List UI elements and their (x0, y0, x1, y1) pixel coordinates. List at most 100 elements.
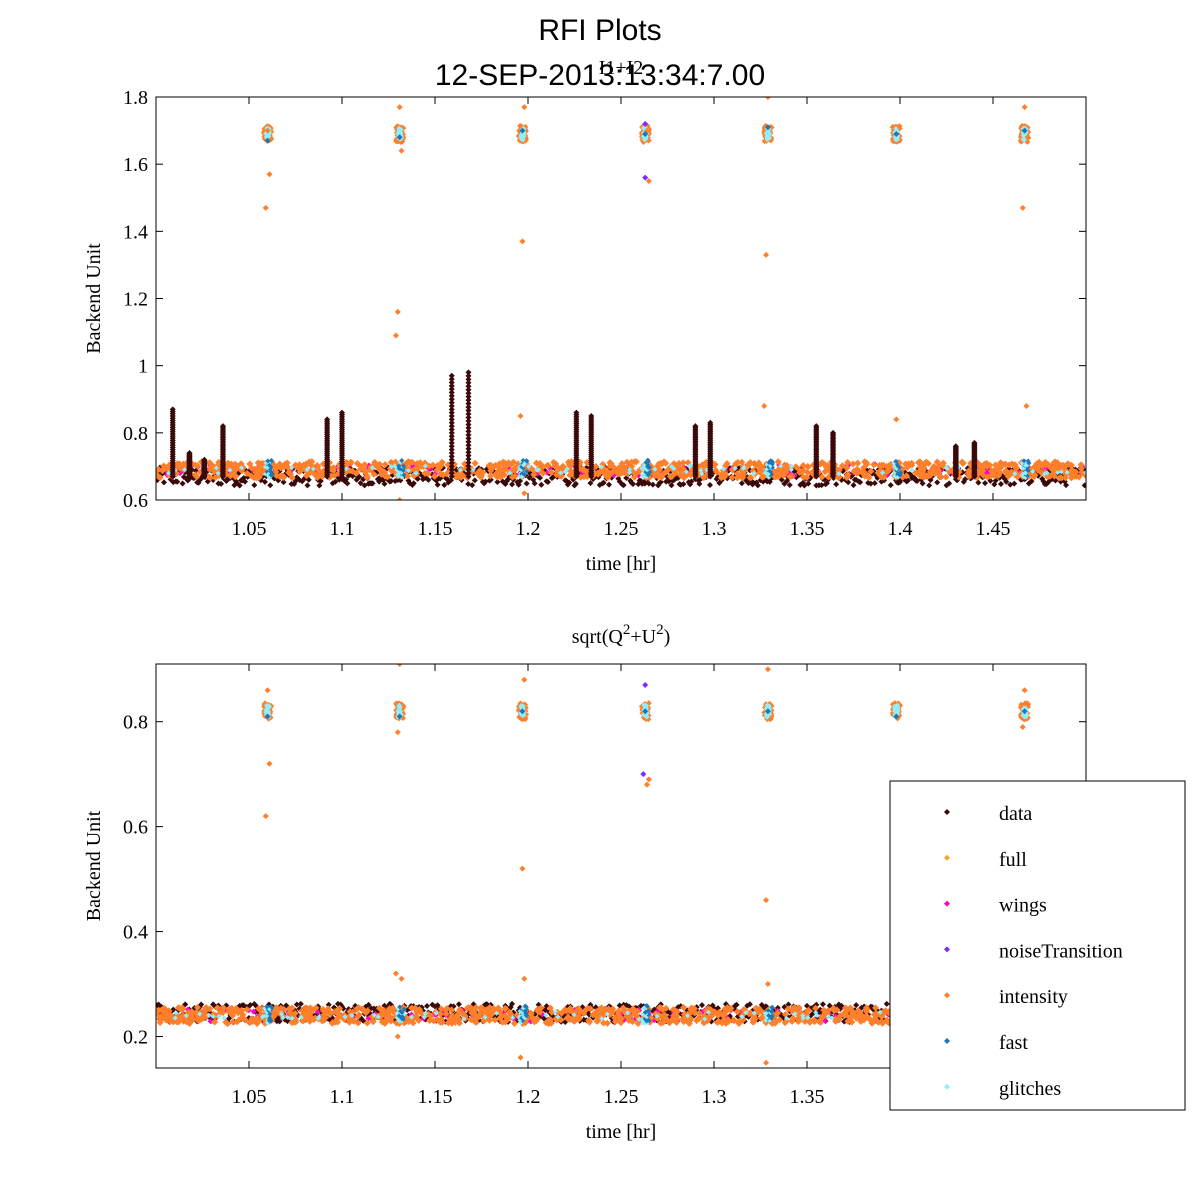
intensity-point (381, 461, 389, 469)
glitches-point (215, 470, 221, 476)
intensity-point (687, 471, 695, 479)
intensity-point (371, 460, 379, 468)
intensity-point (1051, 458, 1059, 466)
intensity-point (825, 473, 833, 481)
y-tick-label: 1 (138, 356, 148, 378)
intensity-point (576, 1007, 584, 1015)
data-point (883, 1000, 890, 1007)
glitches-point (1055, 470, 1061, 476)
intensity-point (732, 460, 740, 468)
intensity-point (721, 469, 729, 477)
band-fast-point (643, 460, 649, 466)
data-spike-point (465, 428, 472, 435)
data-point (586, 1011, 593, 1018)
data-spike-point (465, 431, 472, 438)
intensity-point (598, 466, 606, 474)
intensity-point (505, 1008, 513, 1016)
intensity-point (467, 1016, 475, 1024)
intensity-point (453, 1012, 461, 1020)
band-fast-point (767, 469, 773, 475)
data-point (850, 482, 857, 489)
intensity-point (680, 1004, 688, 1012)
data-spike-point (448, 376, 455, 383)
intensity-point (632, 458, 640, 466)
intensity-point (207, 474, 215, 482)
intensity-point (672, 1008, 680, 1016)
intensity-point (413, 460, 421, 468)
fast-point (893, 130, 900, 137)
data-spike-point (448, 429, 455, 436)
glitches-point (562, 469, 568, 475)
intensity-point (939, 459, 947, 467)
glitches-point (172, 1015, 178, 1021)
intensity-point (421, 469, 429, 477)
data-point (365, 1001, 372, 1008)
intensity-point (771, 1019, 779, 1027)
data-spike-point (465, 414, 472, 421)
glitches-point (183, 1013, 189, 1019)
intensity-point (585, 1016, 593, 1024)
glitches-point (422, 463, 428, 469)
glitches-point (206, 1012, 212, 1018)
glitches-point (405, 468, 411, 474)
intensity-point (475, 1013, 483, 1021)
glitches-point (1042, 471, 1048, 477)
intensity-point (270, 1012, 278, 1020)
plot-panel-intensity: I1+I21.05 1.1 1.15 1.2 1.25 1.3 1.35 1.4 1.450.6… (83, 57, 1087, 575)
glitches-point (470, 466, 476, 472)
glitches-point (457, 467, 463, 473)
glitches-point (216, 1013, 222, 1019)
intensity-point (800, 467, 808, 475)
y-tick-label: 0.8 (123, 423, 148, 445)
data-spike-point (448, 406, 455, 413)
data-spike-point (448, 379, 455, 386)
glitches-point (909, 467, 915, 473)
intensity-point (1078, 468, 1086, 476)
data-point (414, 475, 421, 482)
intensity-point (562, 1007, 570, 1015)
intensity-point (849, 460, 857, 468)
glitches-point (289, 1015, 295, 1021)
data-point (871, 480, 878, 487)
intensity-point (328, 1019, 336, 1027)
intensity-point (175, 464, 183, 472)
intensity-point (812, 1004, 820, 1012)
intensity-point (396, 497, 403, 500)
x-tick-label: 1.25 (604, 518, 639, 540)
data-spike-point (465, 421, 472, 428)
data-point (1028, 478, 1035, 485)
intensity-point (188, 1014, 196, 1022)
intensity-point (505, 1015, 513, 1023)
intensity-point (783, 462, 791, 470)
fast-point (519, 127, 526, 134)
band-fast-point (895, 464, 901, 470)
band-fast-point (265, 458, 271, 464)
data-spike-point (465, 404, 472, 411)
data-spike-point (448, 413, 455, 420)
intensity-point (874, 1018, 882, 1026)
glitches-point (552, 1009, 558, 1015)
glitches-point (349, 1013, 355, 1019)
glitches-point (197, 1011, 203, 1017)
intensity-point (418, 1009, 426, 1017)
panel-title: sqrt(Q2+U2) (572, 622, 671, 648)
data-point (992, 477, 999, 484)
data-point (707, 481, 714, 488)
intensity-point (308, 1006, 316, 1014)
data-point (251, 482, 258, 489)
intensity-point (603, 1019, 611, 1027)
intensity-point (384, 1015, 392, 1023)
glitches-point (343, 466, 349, 472)
intensity-point (442, 1010, 450, 1018)
data-spike-point (448, 433, 455, 440)
intensity-point (388, 467, 396, 475)
data-point (349, 473, 356, 480)
intensity-point (756, 464, 764, 472)
glitches-point (558, 470, 564, 476)
data-spike-point (465, 452, 472, 459)
intensity-point (517, 413, 524, 420)
intensity-point (1042, 459, 1050, 467)
data-point (819, 1001, 826, 1008)
intensity-point (160, 1005, 168, 1013)
intensity-point (746, 459, 754, 467)
